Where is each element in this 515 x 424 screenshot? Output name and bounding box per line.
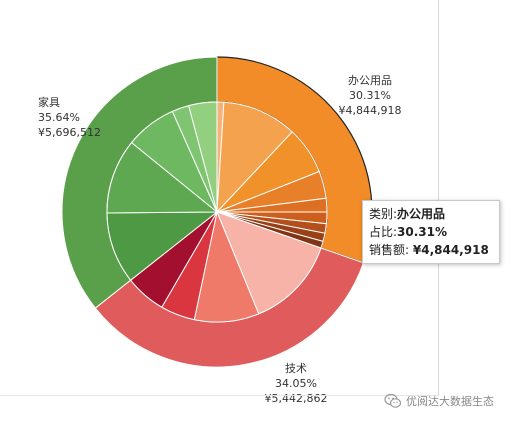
inner-slice-1[interactable] — [216, 101, 294, 214]
label-name-0: 办公用品 — [348, 74, 392, 87]
chart-tooltip: 类别:办公用品 占比:30.31% 销售额: ¥4,844,918 — [362, 200, 500, 264]
panel-right-border — [438, 0, 439, 395]
inner-slice-17[interactable] — [188, 101, 218, 213]
wechat-icon — [384, 393, 402, 408]
tooltip-sales-row: 销售额: ¥4,844,918 — [369, 241, 493, 259]
tooltip-category-value: 办公用品 — [397, 207, 446, 221]
label-name-2: 家具 — [38, 95, 60, 109]
label-value-1: ¥5,442,862 — [265, 392, 328, 405]
tooltip-sales-label: 销售额: — [369, 243, 410, 257]
tooltip-category-label: 类别: — [369, 207, 398, 221]
label-share-1: 34.05% — [275, 377, 317, 390]
inner-slice-9[interactable] — [216, 211, 322, 315]
label-value-0: ¥4,844,918 — [339, 104, 402, 117]
label-share-2: 35.64% — [38, 111, 80, 124]
tooltip-category-row: 类别:办公用品 — [369, 205, 493, 223]
watermark: 优阅达大数据生态 — [384, 390, 494, 412]
tooltip-sales-value: ¥4,844,918 — [412, 243, 489, 257]
panel-bottom-border — [0, 395, 439, 396]
tooltip-share-label: 占比: — [369, 225, 398, 239]
tooltip-share-row: 占比:30.31% — [369, 223, 493, 241]
tooltip-share-value: 30.31% — [397, 225, 448, 239]
inner-ring — [106, 101, 328, 323]
label-value-2: ¥5,696,512 — [38, 126, 101, 139]
label-name-1: 技术 — [285, 362, 307, 375]
watermark-text: 优阅达大数据生态 — [406, 395, 494, 408]
inner-slice-13[interactable] — [106, 211, 219, 281]
label-share-0: 30.31% — [349, 89, 391, 102]
inner-slice-14[interactable] — [106, 141, 219, 214]
